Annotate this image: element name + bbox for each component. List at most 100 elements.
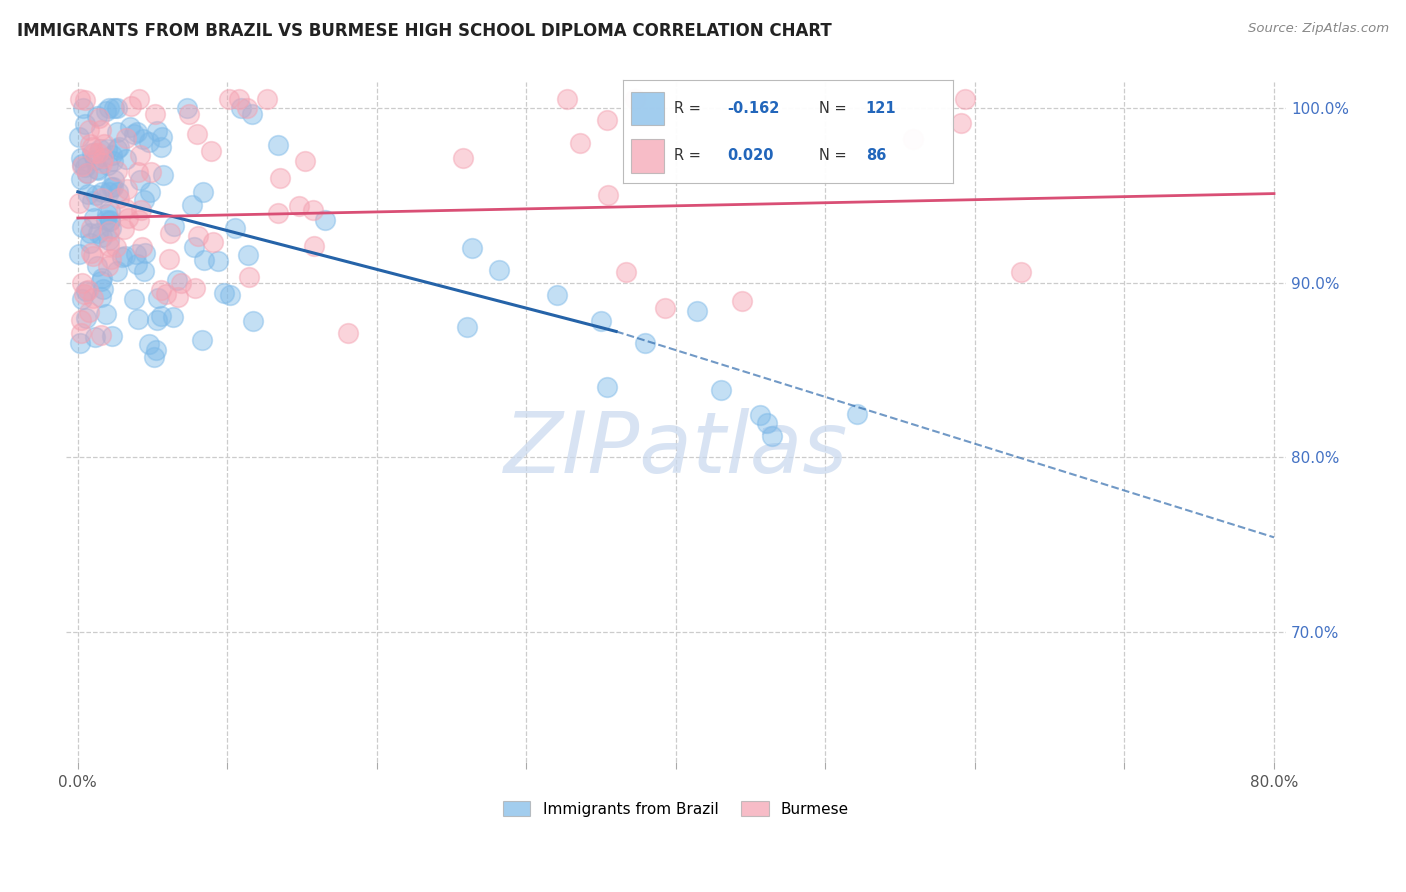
Point (596, 188, 619, 202)
Point (132, 193, 155, 207)
Point (238, 248, 260, 262)
Point (145, 107, 167, 121)
Point (163, 219, 186, 234)
Point (115, 202, 138, 216)
Point (117, 211, 139, 225)
Point (112, 221, 135, 235)
Point (97, 158, 120, 172)
Text: 0.020: 0.020 (727, 148, 773, 162)
Point (91, 191, 114, 205)
Point (90, 274, 112, 288)
Point (953, 92, 976, 106)
Point (218, 288, 240, 302)
Point (134, 246, 156, 260)
Point (596, 380, 619, 394)
Point (218, 92, 240, 106)
Point (555, 92, 578, 106)
Point (162, 310, 184, 325)
Point (86, 109, 108, 123)
Text: R =: R = (673, 101, 706, 116)
Point (91, 283, 114, 297)
Point (67, 129, 90, 144)
Point (177, 107, 200, 121)
Point (104, 240, 127, 254)
Point (70, 326, 93, 340)
Point (107, 191, 129, 205)
Point (314, 212, 336, 227)
Point (256, 92, 278, 106)
Point (596, 112, 619, 127)
Point (75, 284, 97, 298)
Point (181, 198, 204, 212)
Point (294, 153, 316, 168)
Text: 86: 86 (866, 148, 886, 162)
Text: 121: 121 (866, 101, 897, 116)
Point (96, 207, 118, 221)
Point (100, 252, 122, 266)
Point (107, 185, 129, 199)
Point (79, 235, 101, 250)
Point (70, 219, 93, 234)
Point (120, 99, 142, 113)
Point (159, 227, 181, 241)
Point (75, 117, 97, 131)
Point (86, 163, 108, 178)
Point (72, 101, 94, 115)
Point (488, 263, 510, 277)
Point (193, 252, 215, 267)
Point (115, 181, 138, 195)
Point (127, 125, 149, 139)
Point (224, 220, 246, 235)
Point (91, 156, 114, 170)
Point (96, 142, 118, 156)
Point (901, 132, 924, 146)
Point (98, 233, 121, 247)
Point (98, 101, 121, 115)
Point (128, 147, 150, 161)
Point (75, 310, 97, 325)
Point (82, 249, 104, 263)
Point (128, 92, 150, 106)
Point (157, 252, 180, 266)
Point (176, 101, 198, 115)
Point (170, 276, 193, 290)
Point (186, 127, 208, 141)
Point (115, 131, 138, 145)
Point (93, 137, 115, 152)
Point (98, 213, 121, 227)
Point (86, 260, 108, 274)
Point (128, 212, 150, 227)
Point (166, 273, 188, 287)
Point (100, 180, 122, 194)
Point (200, 144, 222, 158)
Point (94, 103, 117, 118)
Point (453, 151, 475, 165)
Point (100, 203, 122, 218)
Point (75, 161, 97, 175)
Point (67, 247, 90, 261)
Point (125, 257, 148, 271)
Point (90, 122, 112, 136)
Point (120, 120, 142, 134)
Point (91, 271, 114, 285)
Point (616, 265, 638, 279)
Point (80, 246, 103, 260)
Point (236, 101, 259, 115)
Point (145, 124, 167, 138)
Point (90, 290, 112, 304)
Point (89, 143, 111, 157)
Point (228, 92, 250, 106)
Point (77, 123, 100, 137)
Point (150, 140, 173, 154)
Point (127, 312, 149, 326)
Point (214, 286, 236, 301)
Point (86, 161, 108, 176)
Point (101, 153, 124, 168)
Point (1010, 265, 1032, 279)
Point (229, 101, 252, 115)
Point (191, 333, 214, 347)
Point (146, 313, 169, 327)
Text: -0.162: -0.162 (727, 101, 779, 116)
Point (101, 179, 124, 194)
Point (89, 111, 111, 125)
